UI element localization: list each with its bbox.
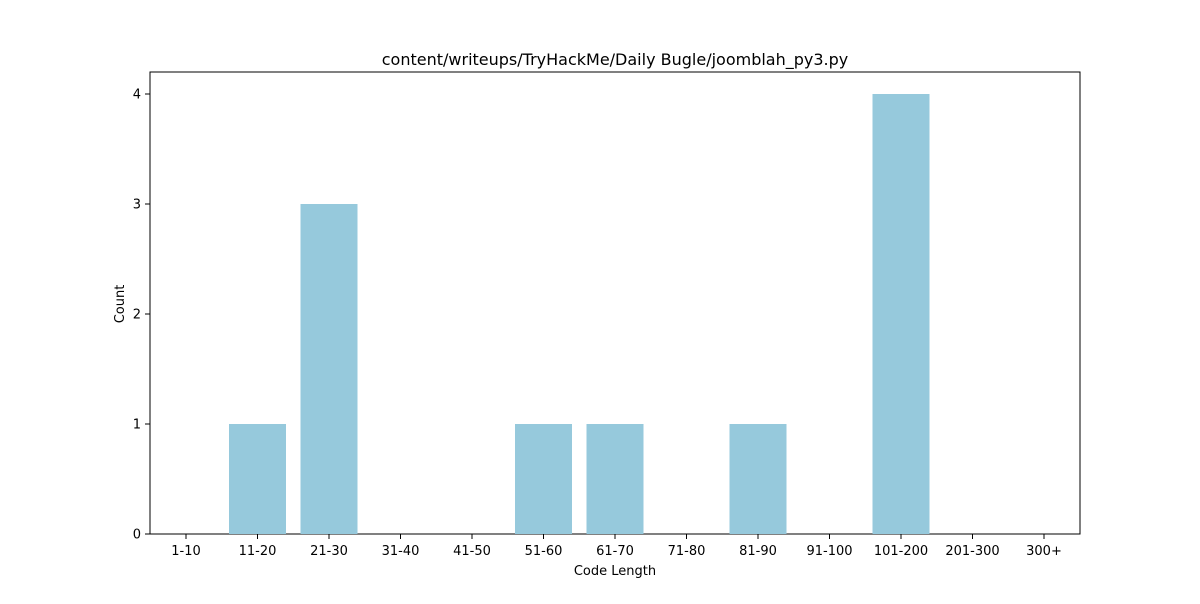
x-tick-label: 1-10 xyxy=(171,544,201,559)
bars-group xyxy=(229,94,930,534)
x-tick-label: 91-100 xyxy=(806,544,852,559)
y-axis-label: Count xyxy=(113,285,128,324)
x-tick-label: 51-60 xyxy=(525,544,563,559)
x-axis: 1-10 11-20 21-30 31-40 41-50 51-60 61-70 71-80 8… xyxy=(171,534,1062,559)
x-axis-label: Code Length xyxy=(574,564,656,579)
x-tick-label: 71-80 xyxy=(668,544,706,559)
bar-61-70 xyxy=(586,424,644,534)
bar-11-20 xyxy=(229,424,286,534)
y-tick-label: 2 xyxy=(133,308,141,323)
x-tick-label: 300+ xyxy=(1026,544,1062,559)
y-tick-label: 1 xyxy=(133,418,141,433)
bar-101-200 xyxy=(872,94,930,534)
y-axis: 0 1 2 3 4 xyxy=(133,88,150,543)
x-tick-label: 201-300 xyxy=(945,544,999,559)
x-tick-label: 11-20 xyxy=(239,544,277,559)
x-tick-label: 41-50 xyxy=(453,544,491,559)
x-tick-label: 81-90 xyxy=(739,544,777,559)
chart-title: content/writeups/TryHackMe/Daily Bugle/j… xyxy=(382,50,849,70)
y-tick-label: 4 xyxy=(133,88,141,103)
y-tick-label: 3 xyxy=(133,198,141,213)
bar-21-30 xyxy=(300,204,358,534)
y-tick-label: 0 xyxy=(133,528,141,543)
bar-51-60 xyxy=(515,424,572,534)
x-tick-label: 61-70 xyxy=(596,544,634,559)
x-tick-label: 21-30 xyxy=(310,544,348,559)
bar-81-90 xyxy=(729,424,787,534)
x-tick-label: 31-40 xyxy=(382,544,420,559)
x-tick-label: 101-200 xyxy=(874,544,928,559)
